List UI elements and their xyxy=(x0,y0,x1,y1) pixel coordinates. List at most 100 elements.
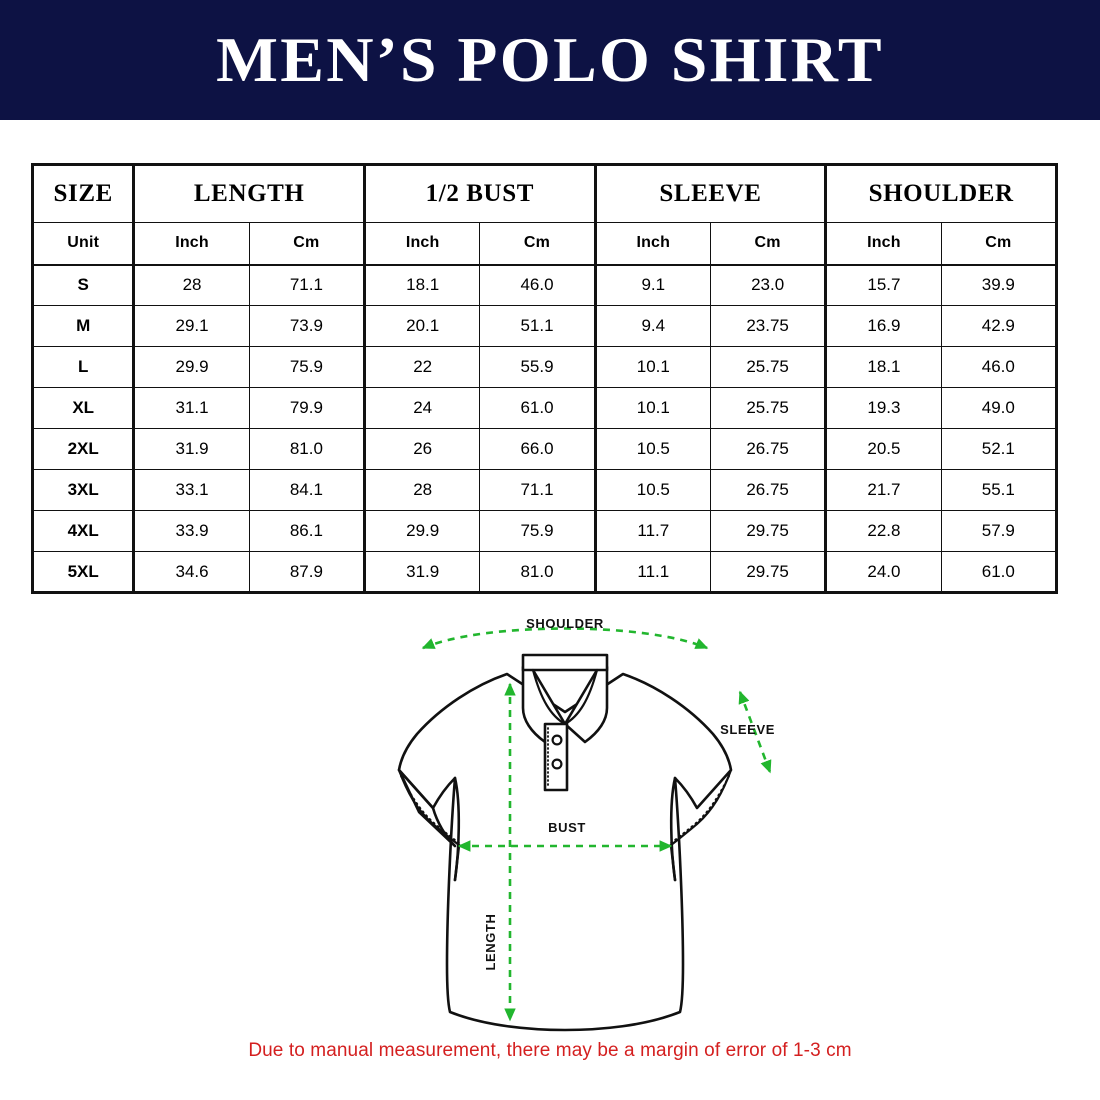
shoulder-label: SHOULDER xyxy=(526,616,604,631)
group-header-sleeve: SLEEVE xyxy=(593,163,827,223)
cell-sleeve-inch: 9.4 xyxy=(593,305,711,347)
unit-header-shoulder-cm: Cm xyxy=(940,222,1059,266)
table-row: M 29.1 73.9 20.1 51.1 9.4 23.75 16.9 42.… xyxy=(30,305,1059,347)
cell-sleeve-inch: 10.5 xyxy=(593,469,711,511)
unit-header-row: Unit Inch Cm Inch Cm Inch Cm Inch Cm xyxy=(30,222,1059,266)
cell-size: XL xyxy=(30,387,135,429)
cell-sleeve-inch: 9.1 xyxy=(593,264,711,306)
cell-size: M xyxy=(30,305,135,347)
table-row: 3XL 33.1 84.1 28 71.1 10.5 26.75 21.7 55… xyxy=(30,469,1059,511)
cell-sleeve-inch: 11.7 xyxy=(593,510,711,552)
cell-sleeve-cm: 29.75 xyxy=(709,510,827,552)
cell-shoulder-inch: 24.0 xyxy=(824,551,942,594)
measurement-disclaimer: Due to manual measurement, there may be … xyxy=(248,1040,852,1061)
cell-shoulder-cm: 39.9 xyxy=(940,264,1059,306)
table-head: SIZE LENGTH 1/2 BUST SLEEVE SHOULDER Uni… xyxy=(30,163,1059,266)
bust-label: BUST xyxy=(548,820,586,835)
table-body: S 28 71.1 18.1 46.0 9.1 23.0 15.7 39.9 M… xyxy=(30,264,1059,594)
cell-length-inch: 33.1 xyxy=(132,469,250,511)
unit-header-bust-inch: Inch xyxy=(363,222,481,266)
cell-length-inch: 31.9 xyxy=(132,428,250,470)
sleeve-label: SLEEVE xyxy=(720,722,775,737)
cell-length-inch: 29.9 xyxy=(132,346,250,388)
shirt-outline xyxy=(397,653,733,1032)
cell-shoulder-cm: 49.0 xyxy=(940,387,1059,429)
cell-bust-inch: 24 xyxy=(363,387,481,429)
cell-shoulder-inch: 19.3 xyxy=(824,387,942,429)
cell-length-cm: 79.9 xyxy=(248,387,366,429)
cell-sleeve-inch: 10.1 xyxy=(593,387,711,429)
group-header-shoulder: SHOULDER xyxy=(824,163,1058,223)
cell-sleeve-cm: 23.75 xyxy=(709,305,827,347)
cell-length-inch: 29.1 xyxy=(132,305,250,347)
cell-shoulder-inch: 16.9 xyxy=(824,305,942,347)
cell-size: 3XL xyxy=(30,469,135,511)
shoulder-measure-arrow xyxy=(421,627,709,650)
cell-sleeve-cm: 26.75 xyxy=(709,428,827,470)
cell-sleeve-inch: 11.1 xyxy=(593,551,711,594)
cell-bust-inch: 20.1 xyxy=(363,305,481,347)
unit-header-sleeve-inch: Inch xyxy=(593,222,711,266)
table-row: 4XL 33.9 86.1 29.9 75.9 11.7 29.75 22.8 … xyxy=(30,510,1059,552)
cell-sleeve-cm: 26.75 xyxy=(709,469,827,511)
cell-bust-cm: 71.1 xyxy=(479,469,596,511)
cell-sleeve-cm: 23.0 xyxy=(709,264,827,306)
cell-length-cm: 81.0 xyxy=(248,428,366,470)
cell-shoulder-cm: 57.9 xyxy=(940,510,1059,552)
cell-length-inch: 31.1 xyxy=(132,387,250,429)
group-header-bust: 1/2 BUST xyxy=(363,163,596,223)
table-row: 2XL 31.9 81.0 26 66.0 10.5 26.75 20.5 52… xyxy=(30,428,1059,470)
unit-header-sleeve-cm: Cm xyxy=(709,222,827,266)
cell-bust-inch: 18.1 xyxy=(363,264,481,306)
cell-bust-cm: 81.0 xyxy=(479,551,596,594)
button-top xyxy=(551,734,563,746)
cell-bust-inch: 28 xyxy=(363,469,481,511)
cell-shoulder-cm: 61.0 xyxy=(940,551,1059,594)
cell-bust-inch: 29.9 xyxy=(363,510,481,552)
cell-bust-cm: 61.0 xyxy=(479,387,596,429)
cell-shoulder-cm: 42.9 xyxy=(940,305,1059,347)
cell-bust-cm: 46.0 xyxy=(479,264,596,306)
table-row: 5XL 34.6 87.9 31.9 81.0 11.1 29.75 24.0 … xyxy=(30,551,1059,594)
cell-shoulder-cm: 46.0 xyxy=(940,346,1059,388)
cell-shoulder-inch: 22.8 xyxy=(824,510,942,552)
cell-length-cm: 73.9 xyxy=(248,305,366,347)
cell-shoulder-inch: 15.7 xyxy=(824,264,942,306)
sleeve-measure-arrow xyxy=(738,690,772,774)
cell-shoulder-inch: 21.7 xyxy=(824,469,942,511)
cell-length-cm: 84.1 xyxy=(248,469,366,511)
cell-size: 5XL xyxy=(30,551,135,594)
size-table: SIZE LENGTH 1/2 BUST SLEEVE SHOULDER Uni… xyxy=(30,163,1059,594)
unit-header-shoulder-inch: Inch xyxy=(824,222,942,266)
cell-shoulder-inch: 20.5 xyxy=(824,428,942,470)
unit-header-bust-cm: Cm xyxy=(479,222,596,266)
cell-length-cm: 75.9 xyxy=(248,346,366,388)
cell-sleeve-inch: 10.5 xyxy=(593,428,711,470)
cell-bust-cm: 66.0 xyxy=(479,428,596,470)
cell-size: 4XL xyxy=(30,510,135,552)
cell-length-cm: 86.1 xyxy=(248,510,366,552)
cell-length-cm: 71.1 xyxy=(248,264,366,306)
cell-length-inch: 33.9 xyxy=(132,510,250,552)
cell-shoulder-inch: 18.1 xyxy=(824,346,942,388)
cell-bust-cm: 75.9 xyxy=(479,510,596,552)
cell-length-inch: 34.6 xyxy=(132,551,250,594)
unit-header-unit: Unit xyxy=(30,222,135,266)
length-label: LENGTH xyxy=(483,913,498,970)
cell-size: 2XL xyxy=(30,428,135,470)
cell-bust-inch: 31.9 xyxy=(363,551,481,594)
cell-size: L xyxy=(30,346,135,388)
table-row: XL 31.1 79.9 24 61.0 10.1 25.75 19.3 49.… xyxy=(30,387,1059,429)
cell-size: S xyxy=(30,264,135,306)
group-header-row: SIZE LENGTH 1/2 BUST SLEEVE SHOULDER xyxy=(30,163,1058,223)
cell-shoulder-cm: 52.1 xyxy=(940,428,1059,470)
cell-bust-cm: 55.9 xyxy=(479,346,596,388)
cell-shoulder-cm: 55.1 xyxy=(940,469,1059,511)
cell-bust-inch: 26 xyxy=(363,428,481,470)
group-header-size: SIZE xyxy=(30,163,135,223)
unit-header-length-inch: Inch xyxy=(132,222,250,266)
cell-sleeve-cm: 29.75 xyxy=(709,551,827,594)
page-title: MEN’S POLO SHIRT xyxy=(216,24,884,95)
unit-header-length-cm: Cm xyxy=(248,222,366,266)
